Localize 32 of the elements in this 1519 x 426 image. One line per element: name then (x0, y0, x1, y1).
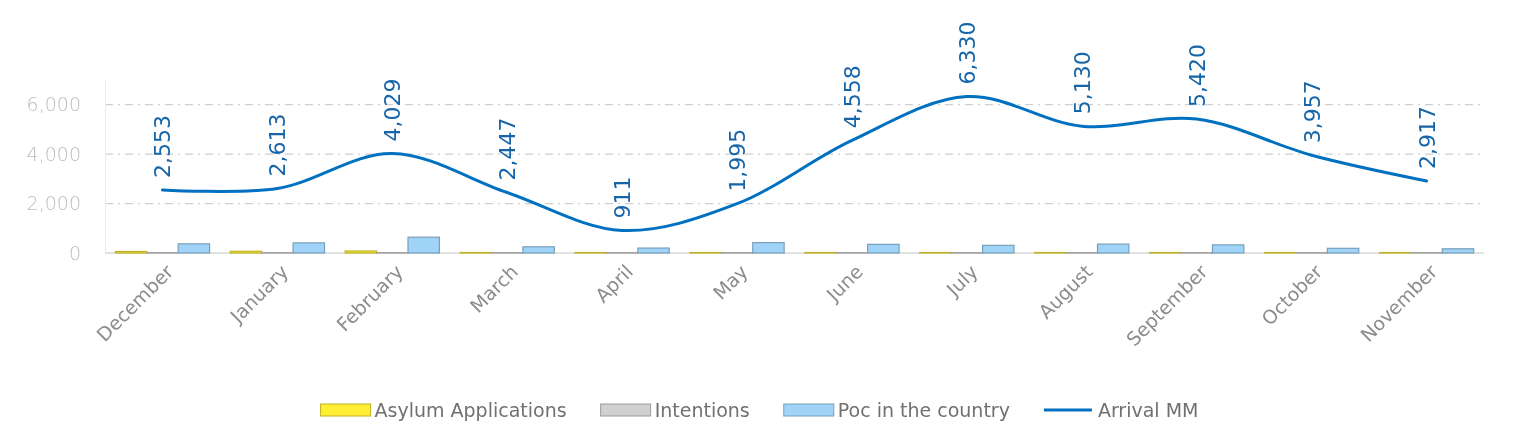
bar (1326, 247, 1360, 254)
bar (177, 243, 211, 254)
data-label: 1,995 (725, 128, 751, 192)
y-tick-label: 4,000 (26, 142, 81, 165)
bar (407, 236, 441, 254)
bar (1096, 243, 1130, 254)
bar (1441, 248, 1475, 254)
data-label: 2,553 (150, 114, 176, 178)
y-tick-label: 6,000 (26, 93, 81, 116)
y-tick-label: 2,000 (26, 192, 81, 215)
legend-label: Intentions (654, 399, 750, 421)
bar (981, 244, 1015, 254)
data-label: 5,420 (1184, 44, 1210, 108)
data-label: 4,029 (380, 78, 406, 142)
data-label: 2,447 (495, 117, 521, 181)
legend-label: Asylum Applications (374, 399, 567, 421)
y-tick-label: 0 (68, 241, 81, 264)
bar (752, 242, 785, 254)
bar (522, 246, 555, 254)
data-label: 2,917 (1414, 105, 1440, 169)
data-label: 911 (610, 176, 636, 219)
data-label: 4,558 (839, 65, 865, 129)
data-label: 6,330 (954, 21, 980, 85)
bar (292, 242, 326, 254)
data-label: 3,957 (1299, 80, 1325, 144)
data-label: 5,130 (1069, 51, 1095, 115)
legend-label: Poc in the country (837, 399, 1010, 421)
data-label: 2,613 (265, 113, 291, 177)
legend-label: Arrival MM (1097, 399, 1199, 421)
bar (1211, 244, 1245, 254)
bar (637, 247, 670, 254)
bar (867, 243, 900, 254)
